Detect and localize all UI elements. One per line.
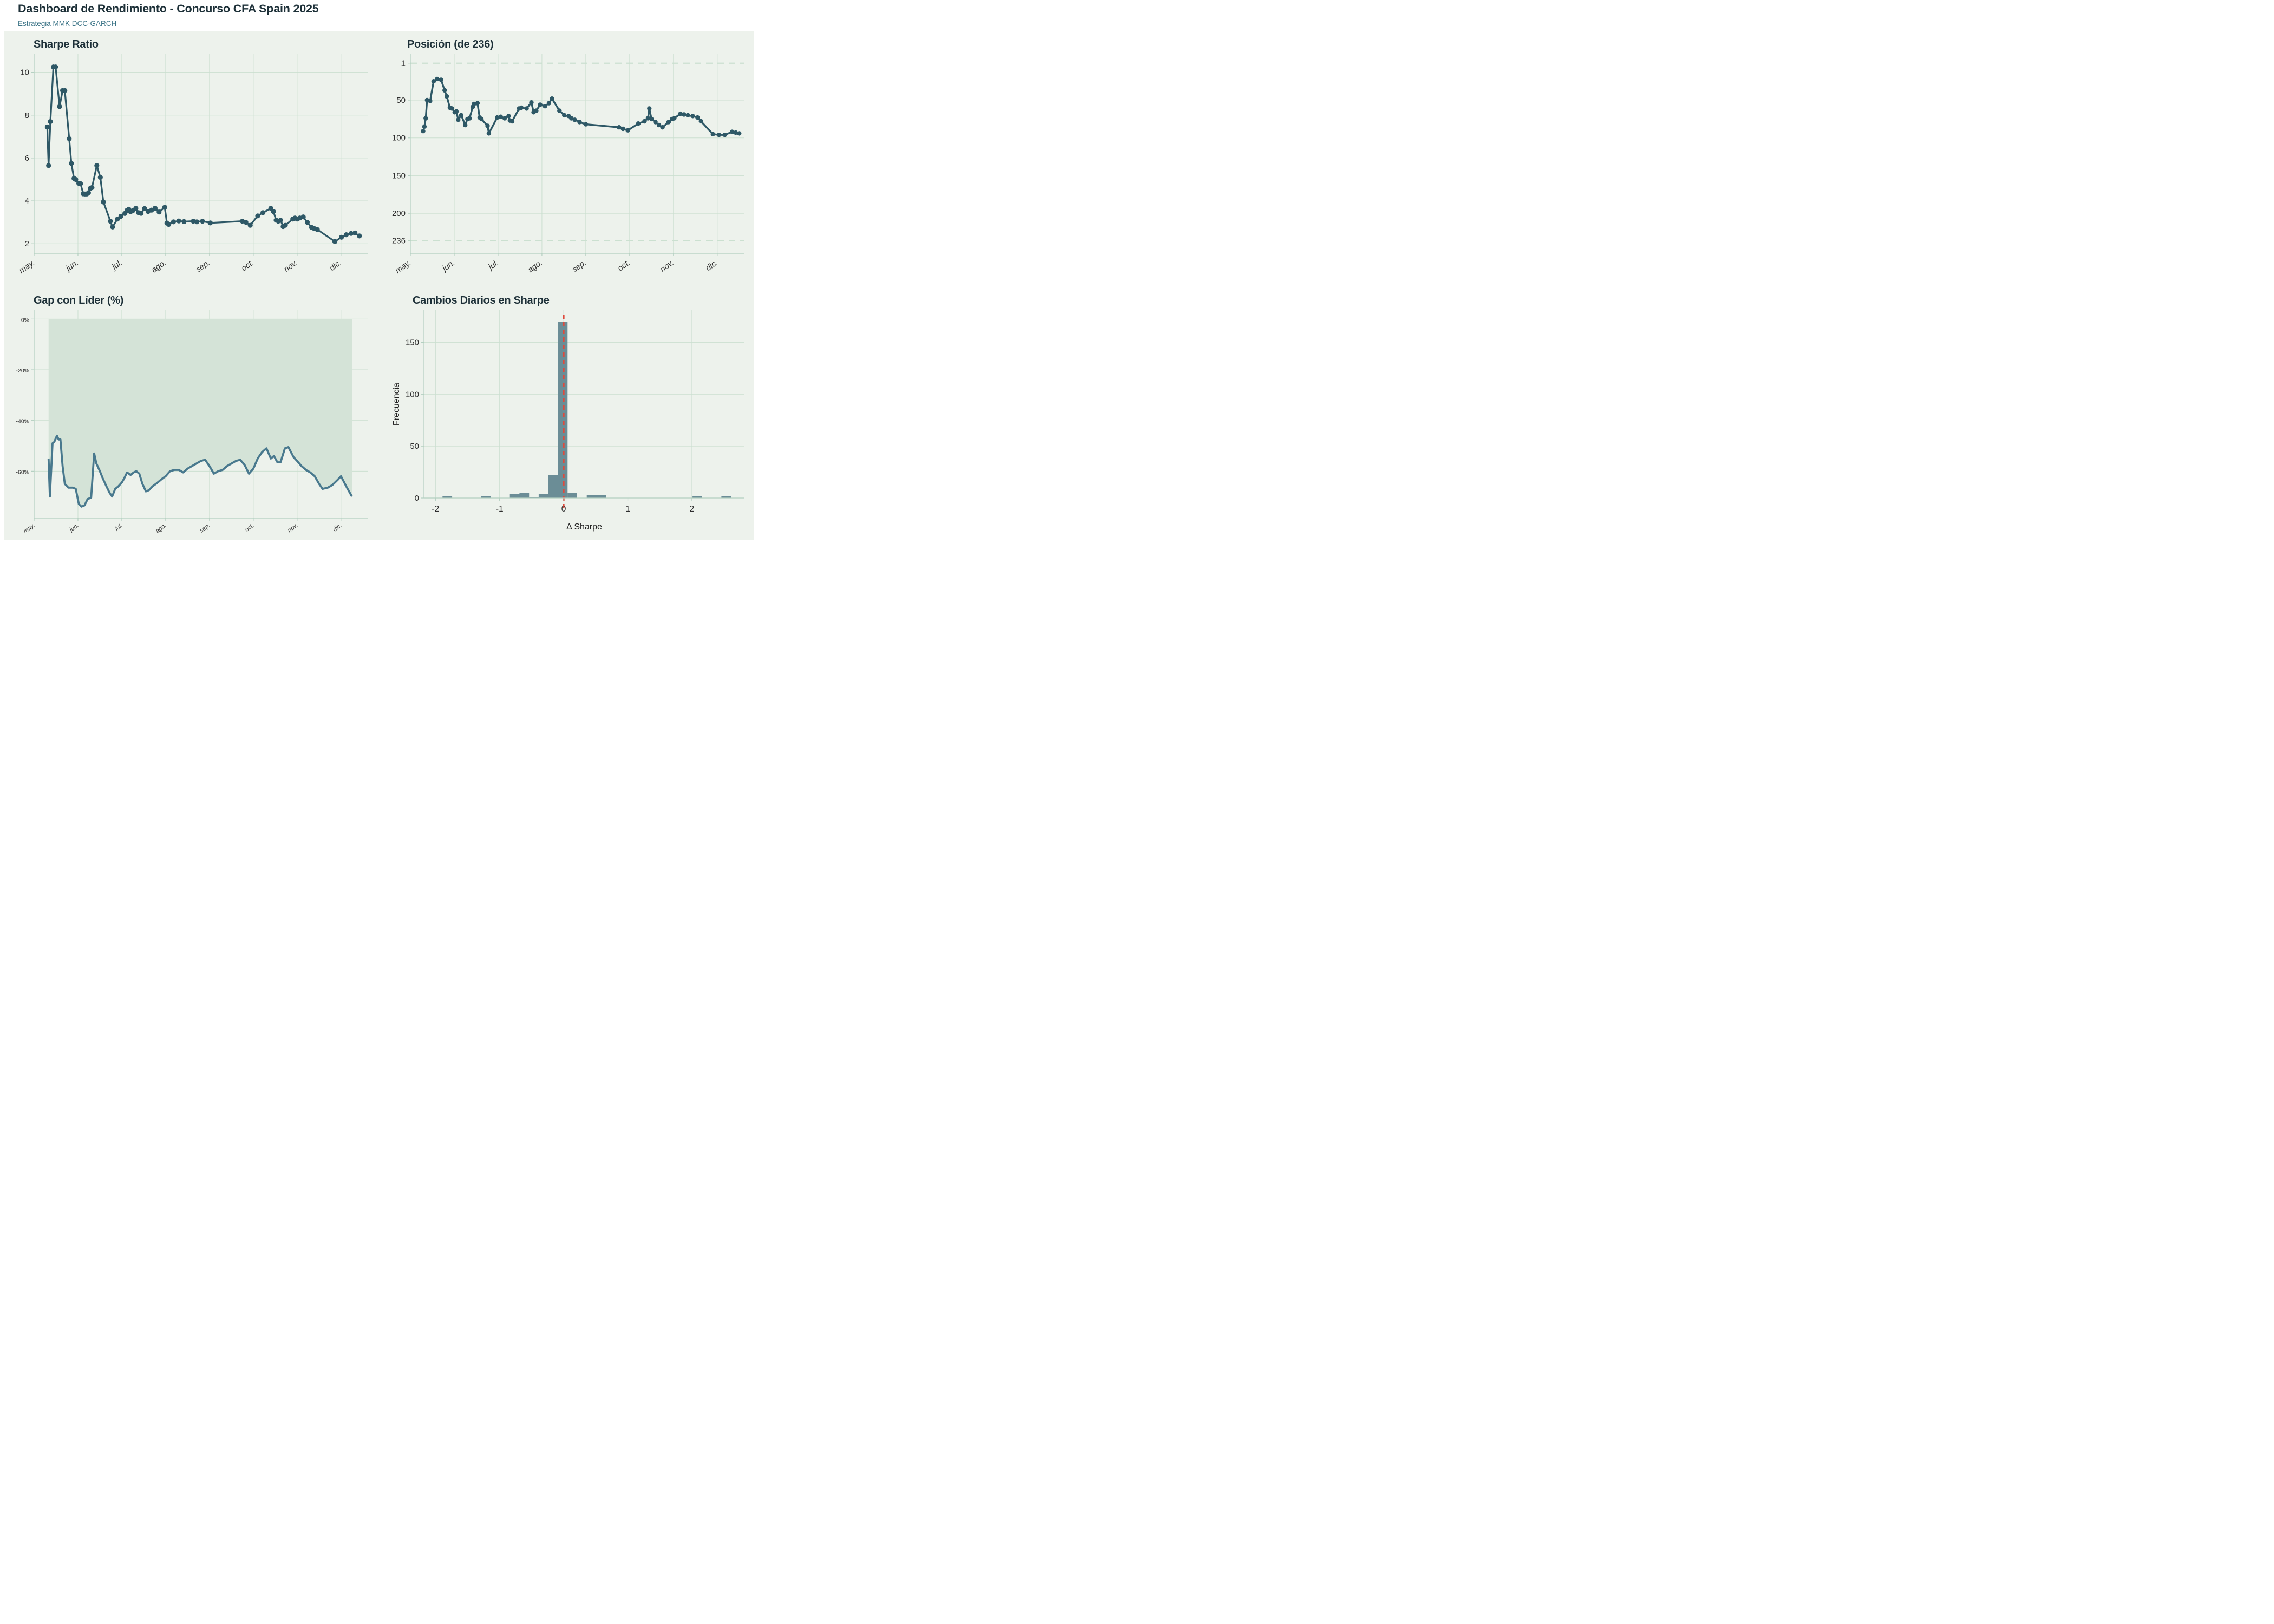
svg-text:ago.: ago. bbox=[150, 258, 168, 274]
svg-text:jun.: jun. bbox=[63, 258, 80, 273]
svg-text:oct.: oct. bbox=[240, 258, 256, 273]
svg-text:50: 50 bbox=[410, 442, 419, 451]
svg-text:jul.: jul. bbox=[486, 258, 500, 272]
svg-text:dic.: dic. bbox=[332, 522, 343, 533]
svg-text:150: 150 bbox=[392, 171, 406, 180]
svg-text:sep.: sep. bbox=[570, 258, 588, 274]
sharpe-ratio-line-chart: may. jun. jul. ago. sep. oct. nov. dic. 2 4 6 8 10 bbox=[17, 54, 368, 276]
svg-text:0: 0 bbox=[561, 505, 566, 514]
svg-text:Frecuencia: Frecuencia bbox=[392, 383, 401, 425]
svg-text:200: 200 bbox=[392, 209, 406, 218]
svg-text:4: 4 bbox=[25, 197, 29, 206]
svg-text:ago.: ago. bbox=[154, 522, 167, 534]
svg-text:150: 150 bbox=[406, 338, 419, 347]
svg-text:nov.: nov. bbox=[658, 258, 676, 274]
charts-panel: Sharpe Ratio Posición (de 236) Gap con L… bbox=[4, 31, 754, 540]
svg-text:Δ Sharpe: Δ Sharpe bbox=[566, 522, 602, 532]
svg-text:236: 236 bbox=[392, 236, 406, 245]
svg-text:-60%: -60% bbox=[16, 469, 29, 475]
svg-text:100: 100 bbox=[392, 134, 406, 143]
svg-text:6: 6 bbox=[25, 154, 29, 163]
svg-text:sep.: sep. bbox=[199, 522, 212, 534]
svg-text:may.: may. bbox=[394, 258, 413, 275]
svg-text:jul.: jul. bbox=[109, 258, 124, 272]
svg-text:nov.: nov. bbox=[286, 522, 299, 534]
svg-text:10: 10 bbox=[20, 68, 29, 77]
dashboard-page: { "header": { "title": "Dashboard de Ren… bbox=[0, 0, 758, 541]
svg-text:-2: -2 bbox=[432, 505, 439, 514]
chart-title-cambios-diarios: Cambios Diarios en Sharpe bbox=[413, 294, 550, 306]
svg-text:100: 100 bbox=[406, 390, 419, 399]
svg-text:2: 2 bbox=[690, 505, 695, 514]
svg-text:-20%: -20% bbox=[16, 368, 29, 374]
svg-text:0: 0 bbox=[415, 494, 419, 503]
svg-text:may.: may. bbox=[17, 258, 36, 275]
svg-text:oct.: oct. bbox=[244, 522, 255, 533]
svg-text:jun.: jun. bbox=[68, 522, 80, 534]
svg-text:1: 1 bbox=[401, 59, 406, 68]
chart-title-sharpe-ratio: Sharpe Ratio bbox=[34, 38, 99, 50]
gap-lider-area-chart: may. jun. jul. ago. sep. oct. nov. dic. 0% -20% -4… bbox=[16, 310, 368, 535]
svg-text:jun.: jun. bbox=[440, 258, 456, 273]
svg-text:ago.: ago. bbox=[526, 258, 545, 274]
svg-text:1: 1 bbox=[625, 505, 630, 514]
chart-title-gap-lider: Gap con Líder (%) bbox=[34, 294, 124, 306]
svg-text:dic.: dic. bbox=[704, 258, 720, 272]
svg-text:2: 2 bbox=[25, 239, 29, 248]
svg-text:-40%: -40% bbox=[16, 418, 29, 425]
svg-text:0%: 0% bbox=[21, 317, 29, 323]
posicion-line-chart: may. jun. jul. ago. sep. oct. nov. dic.15010015… bbox=[392, 54, 744, 276]
page-title: Dashboard de Rendimiento - Concurso CFA … bbox=[18, 2, 319, 15]
cambios-diarios-histogram: -2 -1 0 1 2 0 50 100 150 Frecuencia Δ Sharpe bbox=[392, 310, 744, 532]
svg-text:sep.: sep. bbox=[194, 258, 212, 274]
svg-text:50: 50 bbox=[396, 96, 406, 105]
svg-text:oct.: oct. bbox=[616, 258, 632, 273]
svg-text:-1: -1 bbox=[496, 505, 504, 514]
page-subtitle: Estrategia MMK DCC-GARCH bbox=[18, 19, 117, 28]
svg-text:may.: may. bbox=[22, 522, 36, 535]
chart-title-posicion: Posición (de 236) bbox=[407, 38, 494, 50]
svg-text:8: 8 bbox=[25, 111, 29, 120]
svg-text:jul.: jul. bbox=[113, 522, 124, 533]
svg-text:dic.: dic. bbox=[328, 258, 343, 272]
svg-text:nov.: nov. bbox=[282, 258, 299, 274]
